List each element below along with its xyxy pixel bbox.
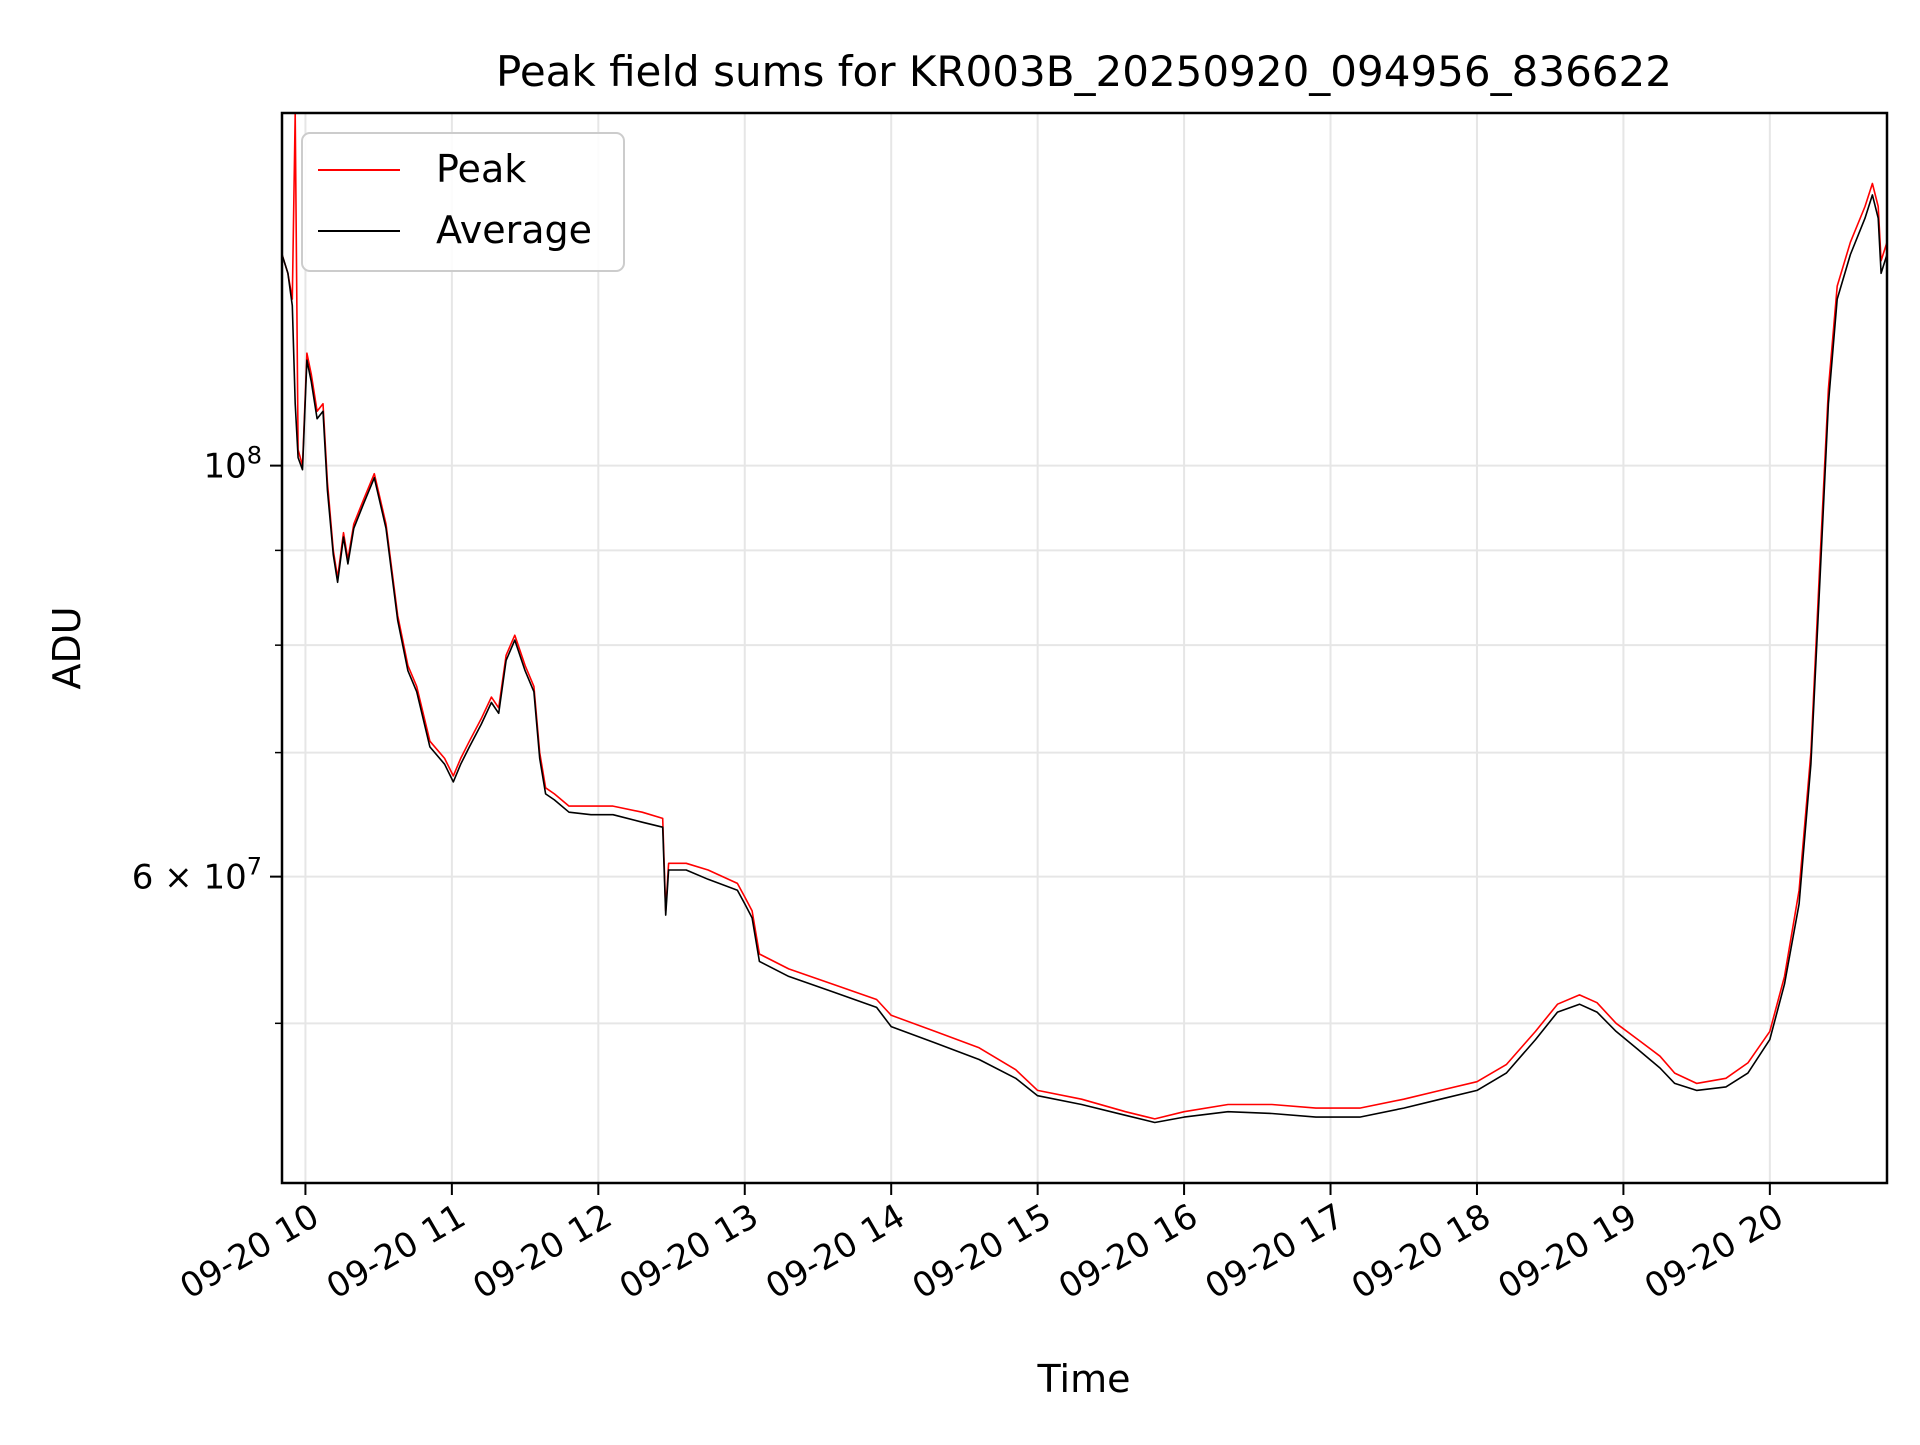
y-tick-base: 10 xyxy=(203,858,246,898)
legend-peak-label: Peak xyxy=(436,147,526,191)
y-tick-label: 108 xyxy=(203,442,262,487)
x-axis-label: Time xyxy=(1037,1357,1131,1401)
y-tick-mantissa: 6 × xyxy=(132,858,204,898)
chart-title: Peak field sums for KR003B_20250920_0949… xyxy=(496,47,1672,96)
legend-average-label: Average xyxy=(436,208,592,252)
y-tick-label: 6 × 107 xyxy=(132,853,262,898)
y-tick-base: 10 xyxy=(203,447,246,487)
y-axis-label: ADU xyxy=(45,606,89,689)
y-tick-exponent: 8 xyxy=(247,442,262,470)
series-line-average xyxy=(282,194,1887,1124)
y-tick-exponent: 7 xyxy=(247,853,262,881)
gridlines xyxy=(282,113,1887,1183)
legend-box xyxy=(301,132,625,272)
series-line-peak xyxy=(282,113,1887,1120)
plot-frame xyxy=(280,111,1889,1185)
legend: Peak Average xyxy=(301,132,625,272)
series-layer xyxy=(282,113,1887,1124)
